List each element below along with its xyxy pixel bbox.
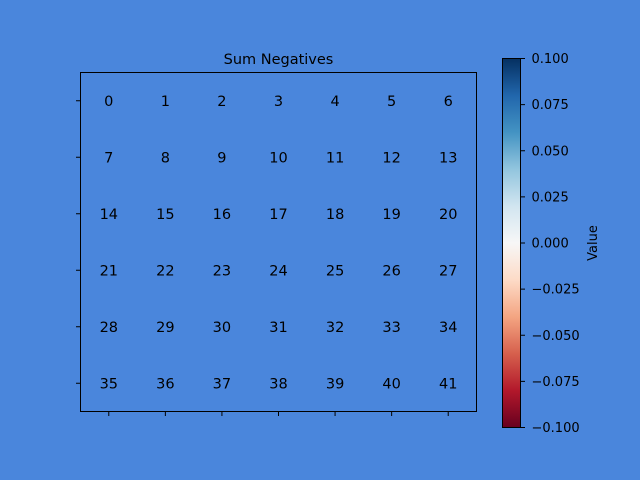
cell-label: 10 xyxy=(269,150,287,166)
cell-label: 7 xyxy=(104,150,113,166)
cell-label: 33 xyxy=(382,320,400,336)
cell-label: 30 xyxy=(213,320,231,336)
cell-label: 12 xyxy=(382,150,400,166)
cell-label: 11 xyxy=(326,150,344,166)
colorbar-label: Value xyxy=(586,225,601,261)
colorbar-tick-label: −0.075 xyxy=(532,375,580,390)
cell-label: 18 xyxy=(326,207,344,223)
cell-label: 16 xyxy=(213,207,231,223)
cell-label: 1 xyxy=(161,94,170,110)
cell-label: 17 xyxy=(269,207,287,223)
cell-label: 8 xyxy=(161,150,170,166)
colorbar: 0.100 0.075 0.050 0.025 0.000 −0.025 −0.050 −0.… xyxy=(502,52,601,436)
cell-label: 24 xyxy=(269,263,287,279)
cell-label: 15 xyxy=(156,207,174,223)
cell-label: 19 xyxy=(382,207,400,223)
cell-label: 40 xyxy=(382,376,400,392)
colorbar-tick-label: −0.025 xyxy=(532,283,580,298)
chart-title: Sum Negatives xyxy=(224,52,334,68)
x-axis-ticks xyxy=(108,411,449,416)
cell-label: 25 xyxy=(326,263,344,279)
cell-label: 20 xyxy=(439,207,457,223)
cell-label: 38 xyxy=(269,376,287,392)
cell-label: 13 xyxy=(439,150,457,166)
cell-label: 36 xyxy=(156,376,174,392)
cell-label: 34 xyxy=(439,320,457,336)
cell-label: 3 xyxy=(274,94,283,110)
cell-label: 5 xyxy=(387,94,396,110)
cell-label: 2 xyxy=(217,94,226,110)
colorbar-tick-label: −0.050 xyxy=(532,329,580,344)
cell-label: 31 xyxy=(269,320,287,336)
cell-label: 9 xyxy=(217,150,226,166)
cell-label: 41 xyxy=(439,376,457,392)
cell-label: 35 xyxy=(100,376,118,392)
cell-label: 26 xyxy=(382,263,400,279)
cell-label: 14 xyxy=(100,207,118,223)
colorbar-tick-label: 0.050 xyxy=(532,144,569,159)
cell-label: 32 xyxy=(326,320,344,336)
colorbar-ticks: 0.100 0.075 0.050 0.025 0.000 −0.025 −0.050 −0.… xyxy=(520,52,580,436)
cell-label: 21 xyxy=(100,263,118,279)
y-axis-ticks xyxy=(76,100,81,384)
cell-label: 0 xyxy=(104,94,113,110)
cell-label: 22 xyxy=(156,263,174,279)
cell-label: 28 xyxy=(100,320,118,336)
cell-label: 29 xyxy=(156,320,174,336)
cell-label: 23 xyxy=(213,263,231,279)
cell-label: 37 xyxy=(213,376,231,392)
colorbar-tick-label: −0.100 xyxy=(532,421,580,436)
colorbar-tick-label: 0.000 xyxy=(532,237,569,252)
colorbar-tick-label: 0.100 xyxy=(532,52,569,67)
colorbar-gradient xyxy=(502,58,521,428)
colorbar-tick-label: 0.025 xyxy=(532,190,569,205)
cell-label: 39 xyxy=(326,376,344,392)
cell-label: 4 xyxy=(330,94,339,110)
plot-frame xyxy=(80,72,477,412)
colorbar-tick-label: 0.075 xyxy=(532,98,569,113)
cell-label: 6 xyxy=(444,94,453,110)
cell-label: 27 xyxy=(439,263,457,279)
